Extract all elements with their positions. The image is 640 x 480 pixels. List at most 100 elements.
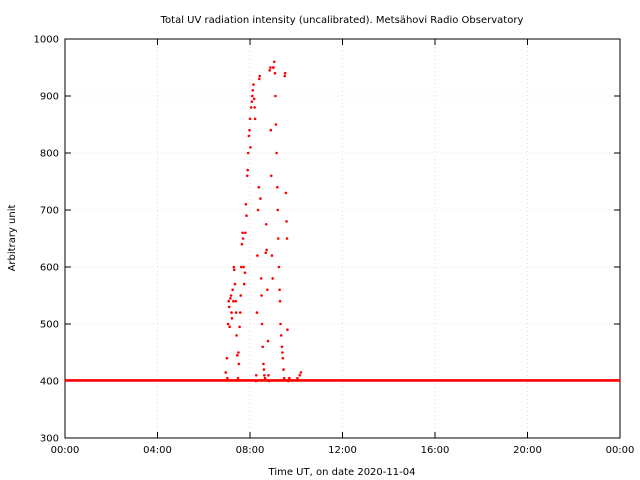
data-point	[282, 368, 285, 371]
data-point	[239, 265, 243, 269]
data-point	[267, 379, 271, 383]
data-point	[276, 237, 280, 240]
data-point	[286, 328, 289, 332]
data-point	[267, 374, 270, 377]
data-point	[227, 299, 231, 303]
data-point	[236, 376, 240, 380]
data-point	[239, 294, 243, 297]
data-point	[272, 66, 275, 69]
data-point	[278, 299, 282, 303]
data-point	[263, 374, 266, 377]
data-point	[235, 354, 239, 357]
data-point	[233, 282, 237, 286]
y-tick-label: 600	[40, 263, 59, 274]
data-point	[254, 374, 258, 377]
x-tick-label: 12:00	[328, 445, 357, 456]
data-point	[275, 151, 278, 155]
x-axis-label: Time UT, on date 2020-11-04	[268, 467, 416, 478]
data-point	[270, 254, 274, 257]
data-point	[232, 265, 236, 269]
data-point	[259, 277, 263, 280]
data-point	[238, 325, 241, 329]
data-point	[259, 197, 262, 200]
data-point	[249, 106, 253, 109]
data-point	[246, 151, 250, 155]
data-point	[243, 271, 247, 275]
data-points	[65, 60, 620, 383]
y-tick-label: 700	[40, 206, 59, 217]
data-point	[253, 106, 256, 109]
data-point	[298, 374, 302, 377]
data-point	[281, 351, 284, 354]
data-point	[242, 282, 246, 286]
data-point	[227, 305, 231, 309]
data-point	[280, 345, 284, 349]
data-point	[253, 117, 257, 121]
data-point	[283, 74, 286, 78]
data-point	[256, 254, 259, 257]
data-point	[257, 77, 261, 81]
y-tick-label: 400	[40, 377, 59, 388]
data-point	[272, 60, 276, 64]
data-point	[256, 208, 260, 212]
data-point	[276, 208, 280, 212]
data-point	[269, 66, 272, 69]
data-point	[229, 294, 233, 297]
data-point	[249, 146, 252, 149]
data-point	[282, 376, 286, 380]
data-point	[260, 322, 264, 326]
data-point	[262, 362, 265, 366]
data-point	[224, 371, 228, 374]
data-point	[251, 89, 255, 92]
data-point	[296, 376, 299, 380]
data-point	[299, 371, 303, 374]
data-point	[226, 376, 229, 380]
y-tick-label: 500	[40, 320, 59, 331]
data-point	[283, 71, 287, 75]
data-point	[248, 117, 252, 121]
data-point	[240, 242, 244, 246]
data-point	[264, 251, 268, 255]
data-point	[266, 339, 270, 343]
y-tick-label: 1000	[34, 35, 59, 46]
data-point	[279, 334, 283, 337]
x-tick-label: 20:00	[513, 445, 542, 456]
data-point	[241, 237, 245, 240]
x-tick-label: 00:00	[51, 445, 80, 456]
data-point	[262, 368, 266, 371]
data-point	[258, 74, 262, 78]
data-point	[261, 345, 265, 349]
x-tick-label: 16:00	[421, 445, 450, 456]
data-point	[257, 185, 261, 189]
data-point	[238, 311, 242, 314]
data-point	[252, 83, 255, 86]
data-point	[235, 334, 238, 337]
data-point	[246, 168, 249, 172]
data-point	[234, 311, 238, 314]
data-point	[237, 351, 240, 354]
data-point	[231, 288, 234, 292]
data-point	[273, 71, 277, 75]
data-point	[286, 379, 290, 383]
data-point	[242, 265, 245, 269]
data-point	[229, 297, 232, 300]
data-point	[252, 97, 256, 101]
y-tick-label: 800	[40, 149, 59, 160]
data-point	[244, 231, 247, 235]
data-point	[250, 100, 254, 103]
data-point	[225, 356, 229, 360]
data-point	[264, 222, 268, 226]
data-point	[285, 220, 288, 223]
data-point	[255, 311, 259, 314]
data-point	[245, 214, 248, 217]
axis-ticks: 300 400 500 600 700 800 900 1000 00:00 04:00 08:00…	[34, 35, 635, 457]
data-point	[230, 317, 234, 320]
data-point	[268, 69, 271, 72]
data-point	[247, 134, 251, 138]
data-point	[279, 322, 282, 326]
data-point	[251, 94, 254, 98]
data-point	[288, 376, 291, 380]
data-point	[230, 311, 233, 314]
